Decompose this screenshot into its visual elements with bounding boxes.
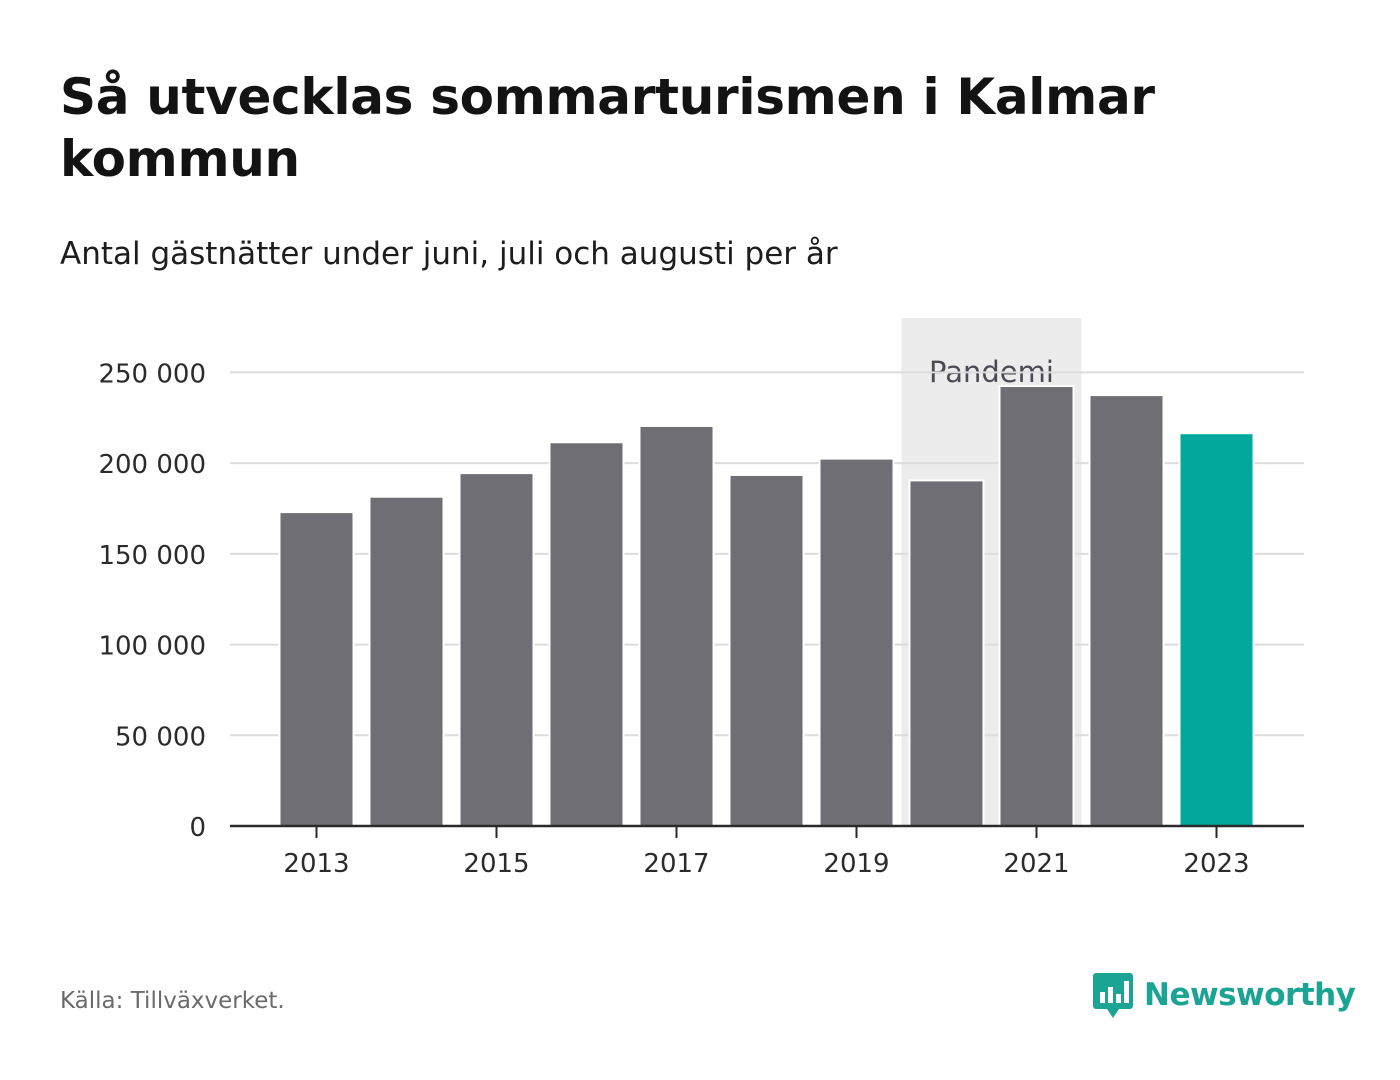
y-tick-label: 200 000: [98, 450, 206, 480]
x-tick-label: 2017: [643, 849, 709, 879]
chart-title: Så utvecklas sommarturismen i Kalmar kom…: [60, 68, 1155, 188]
chart-subtitle: Antal gästnätter under juni, juli och au…: [60, 236, 838, 272]
bar: [1178, 432, 1255, 827]
axis-labels: 0 50 000 100 000 150 000 200 000 250 000 2013 2…: [98, 359, 1249, 879]
bar: [368, 495, 445, 827]
bar: [908, 479, 985, 827]
source-note: Källa: Tillväxverket.: [60, 988, 285, 1014]
x-tick-label: 2021: [1003, 849, 1069, 879]
newsworthy-logo-icon: [1093, 973, 1133, 1018]
x-tick-label: 2015: [463, 849, 529, 879]
bar: [638, 424, 715, 827]
x-tick-label: 2019: [823, 849, 889, 879]
brand-logo: Newsworthy: [1092, 970, 1356, 1020]
axes: [230, 824, 1304, 838]
y-tick-label: 250 000: [98, 359, 206, 389]
bar: [728, 473, 805, 827]
y-tick-label: 150 000: [98, 541, 206, 571]
brand-name: Newsworthy: [1144, 977, 1356, 1013]
y-tick-label: 50 000: [115, 722, 206, 752]
x-tick-label: 2023: [1183, 849, 1249, 879]
bar: [548, 441, 625, 827]
bar: [818, 457, 895, 827]
y-tick-label: 0: [189, 813, 206, 843]
bar: [1088, 394, 1165, 827]
bar: [278, 511, 355, 828]
bar: [998, 385, 1075, 827]
x-tick-label: 2013: [283, 849, 349, 879]
bar: [458, 472, 535, 827]
y-tick-label: 100 000: [98, 632, 206, 662]
bars: [278, 385, 1255, 828]
